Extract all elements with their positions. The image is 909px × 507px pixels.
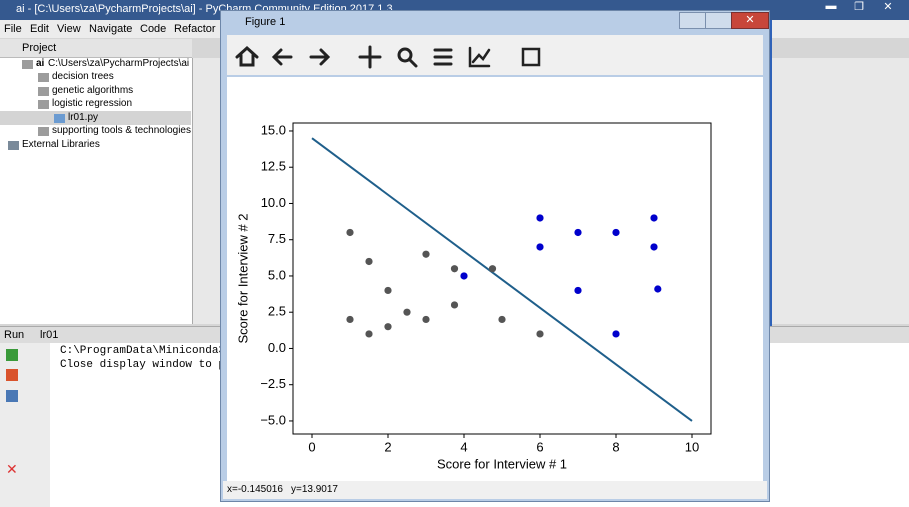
point [346, 228, 354, 237]
home-icon[interactable] [235, 45, 259, 67]
tree-label[interactable]: lr01.py [68, 112, 99, 123]
y-tick-label: −5.0 [260, 412, 286, 427]
pan-icon[interactable] [358, 45, 382, 69]
menu-item[interactable]: Code [140, 23, 167, 35]
rerun-icon[interactable] [6, 349, 18, 361]
y-tick-label: −2.5 [260, 376, 286, 391]
console-line: Close display window to pro [60, 359, 239, 371]
console-line: C:\ProgramData\Miniconda3\p [60, 345, 239, 357]
point [536, 330, 544, 338]
point [450, 265, 459, 273]
tree-icon [22, 60, 33, 69]
y-tick-label: 12.5 [261, 159, 286, 174]
point [574, 286, 582, 295]
x-tick-label: 6 [536, 439, 543, 454]
menu-item[interactable]: Navigate [89, 23, 133, 35]
menu-item[interactable]: View [57, 23, 81, 35]
point [460, 272, 468, 280]
fig-toolbar [227, 35, 763, 75]
y-axis-label: Score for Interview # 2 [235, 213, 250, 343]
tree-label[interactable]: External Libraries [22, 139, 100, 150]
point [650, 214, 658, 222]
save-icon[interactable] [521, 47, 541, 67]
point [365, 330, 373, 338]
x-tick-label: 8 [612, 439, 619, 454]
point [612, 228, 620, 237]
x-tick-label: 2 [384, 439, 391, 454]
point [365, 257, 373, 266]
run-tab[interactable]: lr01 [40, 329, 59, 341]
toolbar-icons [235, 45, 541, 69]
point [536, 214, 544, 222]
fig-close[interactable]: ✕ [731, 12, 769, 29]
tree-icon [38, 87, 49, 96]
y-tick-label: 2.5 [268, 304, 286, 319]
min-button[interactable]: ▬ [825, 0, 837, 12]
tree-label[interactable]: decision trees [52, 71, 114, 82]
tree-icon [38, 127, 49, 136]
point [574, 228, 582, 237]
tree-label[interactable]: ai [36, 58, 45, 69]
y-tick-label: 10.0 [261, 195, 286, 210]
selection [0, 111, 191, 125]
tree-icon [38, 73, 49, 82]
tree-label[interactable]: genetic algorithms [52, 85, 134, 96]
x-axis-label: Score for Interview # 1 [437, 456, 567, 471]
zoom-icon[interactable] [397, 47, 413, 63]
y-tick-label: 7.5 [268, 231, 286, 246]
project-header: Project [0, 39, 192, 58]
figure-title: Figure 1 [245, 16, 286, 28]
run-label: Run [4, 329, 25, 341]
run-toolbar: ✕ [0, 343, 50, 507]
tree-path: C:\Users\za\PycharmProjects\ai [48, 58, 190, 69]
close-button[interactable]: ✕ [883, 1, 893, 13]
axes-icon[interactable] [468, 46, 491, 68]
forward-icon[interactable] [309, 48, 331, 66]
y-tick-label: 0.0 [268, 340, 286, 355]
status-x: x=-0.145016 [227, 484, 283, 495]
tree-label[interactable]: supporting tools & technologies [52, 125, 191, 136]
point [650, 243, 658, 251]
status-bar: x=-0.145016 y=13.9017 [223, 481, 767, 499]
point [450, 301, 459, 309]
fig-canvas [227, 77, 763, 481]
status-y: y=13.9017 [291, 484, 338, 495]
x-tick-label: 10 [685, 439, 699, 454]
y-tick-label: 15.0 [261, 122, 286, 137]
axes-frame [292, 122, 712, 435]
tree-icon [54, 114, 65, 123]
close-icon[interactable]: ✕ [6, 461, 18, 477]
point [422, 315, 430, 324]
max-button[interactable]: ❐ [854, 1, 864, 13]
x-tick-label: 0 [308, 439, 315, 454]
menu-item[interactable]: Edit [30, 23, 49, 35]
back-icon[interactable] [271, 48, 293, 66]
point [346, 315, 354, 324]
x-tick-label: 4 [460, 439, 467, 454]
fit-line [311, 137, 693, 422]
point [654, 285, 662, 293]
point [612, 330, 620, 338]
point [384, 286, 392, 295]
tree-icon [8, 141, 19, 150]
stop-icon[interactable] [6, 369, 18, 381]
tree-label[interactable]: logistic regression [52, 98, 133, 109]
point [384, 323, 392, 331]
project-label[interactable]: Project [22, 42, 57, 54]
pause-icon[interactable] [6, 390, 18, 402]
figure-window: Figure 1 ✕ x=-0.145016 y=13.9017 [220, 10, 770, 502]
menu-item[interactable]: Refactor [174, 23, 216, 35]
point [403, 308, 411, 316]
point [536, 243, 544, 251]
point [498, 315, 506, 324]
subplots-icon[interactable] [433, 48, 453, 66]
point [422, 250, 430, 258]
point [488, 265, 497, 273]
tree-icon [38, 100, 49, 109]
project-tree: ai C:\Users\za\PycharmProjects\ai decision… [0, 58, 193, 324]
y-tick-label: 5.0 [268, 267, 286, 282]
menu-item[interactable]: File [4, 23, 22, 35]
